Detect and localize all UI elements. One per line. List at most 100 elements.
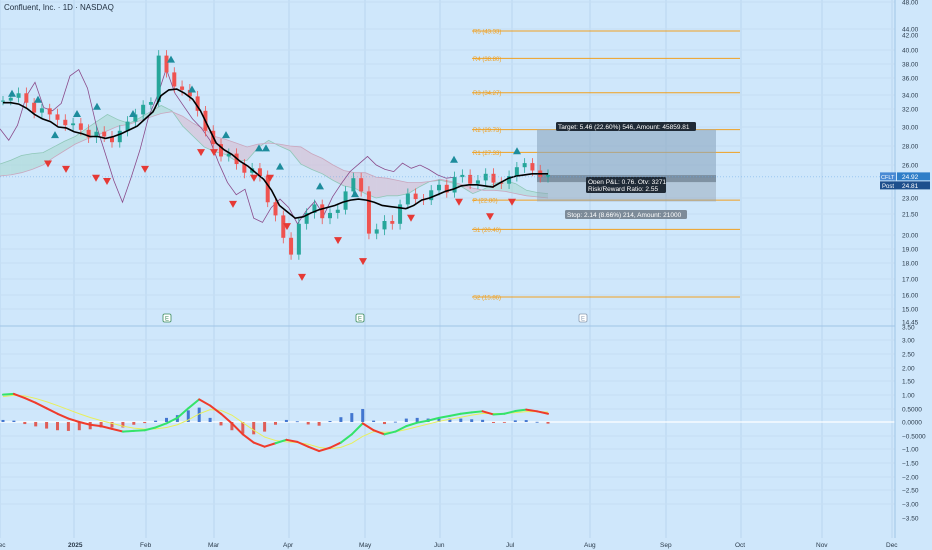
price-axis-tick: 44.00 bbox=[902, 27, 919, 34]
signal-down-icon bbox=[298, 273, 306, 281]
last-price-label: 24.92 bbox=[902, 174, 919, 181]
earnings-label: E bbox=[581, 317, 585, 323]
macd-histogram-bar bbox=[383, 422, 386, 425]
signal-down-icon bbox=[334, 237, 342, 245]
candle-body bbox=[55, 114, 60, 120]
post-price-tag bbox=[880, 181, 930, 190]
price-axis-tick: 18.00 bbox=[902, 261, 919, 268]
macd-line-segment bbox=[143, 426, 157, 432]
macd-line-segment bbox=[23, 397, 37, 404]
macd-line-segment bbox=[514, 408, 528, 413]
time-axis-tick: 2025 bbox=[68, 542, 83, 549]
macd-axis-tick: −2.00 bbox=[902, 475, 919, 482]
macd-line-segment bbox=[198, 398, 212, 407]
candle-body bbox=[102, 131, 107, 137]
macd-line-segment bbox=[318, 446, 331, 453]
macd-line-segment bbox=[209, 404, 222, 415]
macd-histogram-bar bbox=[66, 422, 70, 431]
signal-down-icon bbox=[407, 214, 415, 222]
position-open-label-box bbox=[586, 177, 666, 186]
signal-up-icon bbox=[93, 102, 101, 110]
candle-body bbox=[530, 163, 535, 171]
last-price-tag bbox=[897, 172, 930, 181]
macd-histogram-bar bbox=[121, 422, 125, 428]
pivot-label: R4 (38.80) bbox=[473, 57, 501, 63]
candle-body bbox=[499, 182, 504, 184]
cloud-segment bbox=[96, 114, 108, 136]
cloud-segment bbox=[21, 153, 33, 173]
signal-down-icon bbox=[486, 213, 494, 221]
macd-histogram-bar bbox=[350, 413, 354, 422]
chart-title: Confluent, Inc. · 1D · NASDAQ bbox=[4, 3, 114, 12]
cloud-segment bbox=[322, 158, 334, 181]
time-axis-tick: Sep bbox=[660, 542, 672, 549]
macd-histogram-bar bbox=[372, 420, 376, 422]
macd-histogram-bar bbox=[77, 422, 81, 431]
candle-body bbox=[8, 97, 13, 101]
macd-axis-tick: −2.50 bbox=[902, 488, 919, 495]
candle-body bbox=[63, 119, 68, 126]
candle-body bbox=[47, 108, 52, 115]
macd-line-segment bbox=[405, 421, 419, 428]
price-axis-tick: 34.00 bbox=[902, 93, 919, 100]
macd-axis-tick: −3.00 bbox=[902, 502, 919, 509]
macd-histogram-bar bbox=[99, 422, 103, 428]
candle-body bbox=[141, 104, 146, 115]
macd-line-segment bbox=[470, 410, 484, 414]
macd-histogram-bar bbox=[328, 421, 332, 422]
position-target-zone bbox=[537, 129, 716, 179]
candle-body bbox=[125, 121, 130, 131]
macd-line-segment bbox=[45, 407, 59, 415]
cloud-segment bbox=[10, 155, 22, 175]
earnings-icon bbox=[355, 313, 365, 323]
position-target-label-box bbox=[556, 122, 696, 131]
macd-histogram-bar bbox=[252, 422, 256, 435]
price-axis-tick: 48.00 bbox=[902, 0, 919, 7]
candle-body bbox=[273, 202, 278, 216]
cloud-segment bbox=[247, 144, 258, 161]
macd-line-segment bbox=[296, 440, 310, 448]
macd-histogram-bar bbox=[186, 410, 190, 422]
macd-histogram-bar bbox=[230, 422, 234, 431]
macd-line-segment bbox=[34, 401, 48, 410]
post-tag-label: Post bbox=[882, 184, 894, 190]
macd-line-segment bbox=[350, 422, 364, 436]
macd-line-segment bbox=[78, 421, 92, 426]
macd-line-segment bbox=[100, 425, 113, 430]
candle-body bbox=[94, 131, 99, 138]
macd-axis-tick: 0.0000 bbox=[902, 420, 922, 427]
macd-line-segment bbox=[241, 433, 255, 444]
candle-body bbox=[335, 209, 340, 213]
signal-down-icon bbox=[92, 174, 100, 182]
cloud-segment bbox=[139, 111, 151, 121]
candle-body bbox=[405, 193, 410, 205]
candle-body bbox=[164, 55, 169, 73]
candle-body bbox=[452, 177, 457, 193]
earnings-label: E bbox=[358, 317, 362, 323]
pivot-label: R2 (29.73) bbox=[473, 128, 501, 134]
cloud-segment bbox=[515, 183, 527, 196]
macd-line-segment bbox=[427, 416, 440, 422]
price-axis-tick: 30.00 bbox=[902, 125, 919, 132]
macd-histogram-bar bbox=[154, 420, 158, 422]
signal-up-icon bbox=[262, 144, 270, 152]
macd-histogram-bar bbox=[306, 422, 310, 425]
macd-histogram-bar bbox=[492, 422, 495, 423]
macd-axis-tick: 0.5000 bbox=[902, 407, 922, 414]
signal-down-icon bbox=[283, 223, 291, 231]
macd-histogram-bar bbox=[1, 419, 5, 422]
earnings-label: E bbox=[165, 317, 169, 323]
signal-down-icon bbox=[44, 160, 52, 168]
macd-histogram-bar bbox=[535, 421, 539, 423]
candle-body bbox=[16, 93, 21, 98]
pivot-label: R5 (43.33) bbox=[473, 30, 501, 36]
macd-axis-tick: −1.50 bbox=[902, 461, 919, 468]
signal-up-icon bbox=[73, 110, 81, 117]
time-axis-panel bbox=[0, 538, 932, 550]
candle-body bbox=[86, 129, 91, 138]
candle-body bbox=[172, 72, 177, 87]
time-axis-tick: Feb bbox=[140, 542, 152, 549]
macd-line-segment bbox=[252, 441, 266, 448]
candle-body bbox=[265, 176, 270, 203]
